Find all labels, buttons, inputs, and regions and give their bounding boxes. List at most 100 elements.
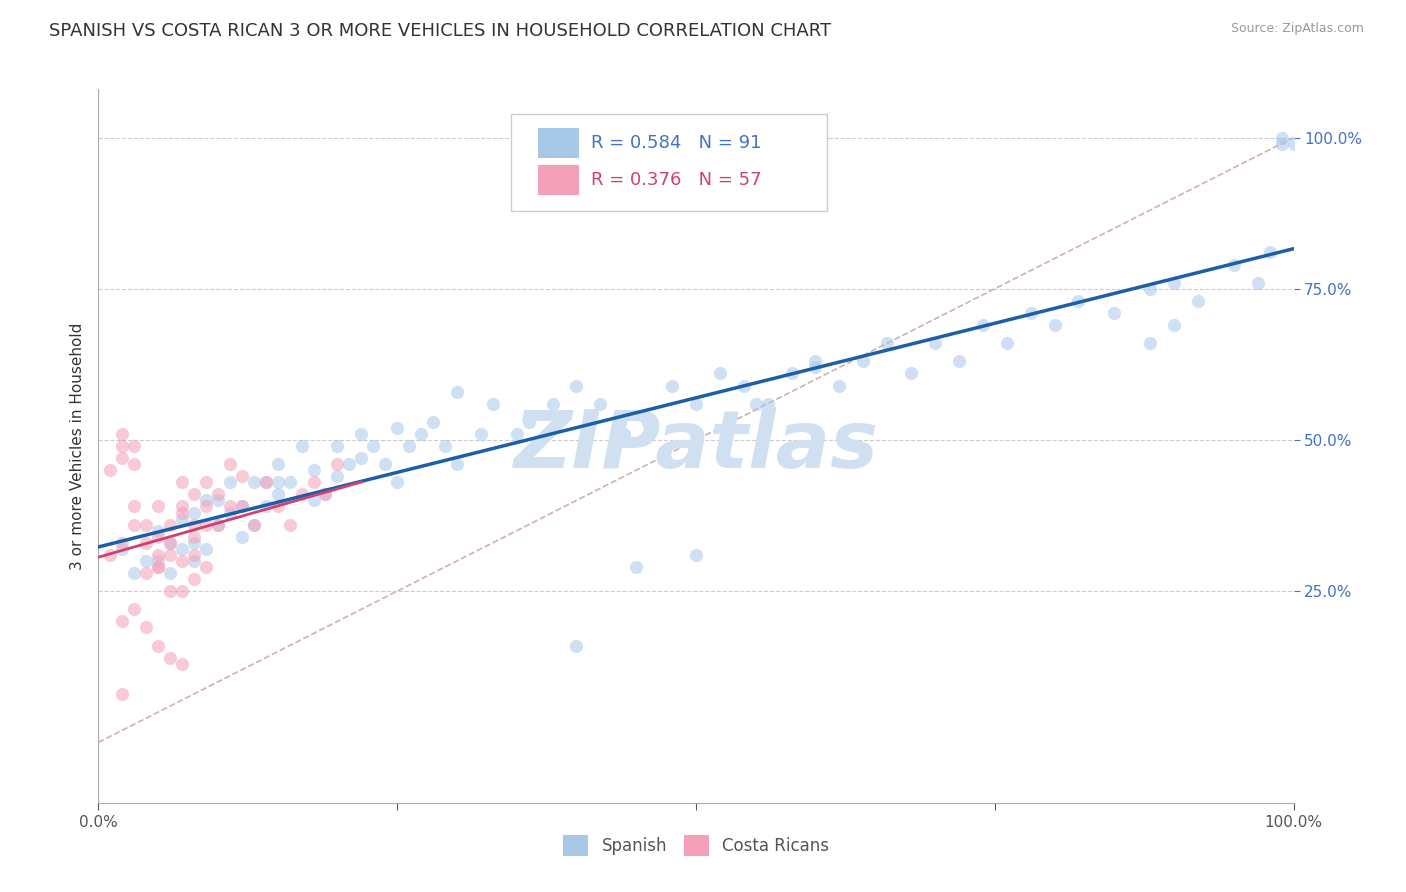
- Point: [804, 360, 827, 375]
- Point: [148, 530, 170, 544]
- Point: [481, 397, 505, 411]
- Point: [98, 463, 122, 477]
- Point: [254, 475, 277, 490]
- Point: [1104, 306, 1126, 320]
- Point: [278, 517, 301, 532]
- Point: [446, 457, 468, 471]
- Point: [207, 517, 229, 532]
- Point: [111, 439, 134, 453]
- Point: [148, 639, 170, 653]
- Point: [1271, 130, 1294, 145]
- Y-axis label: 3 or more Vehicles in Household: 3 or more Vehicles in Household: [69, 322, 84, 570]
- Point: [398, 439, 420, 453]
- Point: [1187, 293, 1209, 308]
- Point: [326, 457, 349, 471]
- FancyBboxPatch shape: [510, 114, 827, 211]
- Point: [148, 548, 170, 562]
- Point: [745, 397, 768, 411]
- Point: [339, 457, 361, 471]
- Point: [183, 517, 205, 532]
- Point: [111, 451, 134, 466]
- Point: [183, 554, 205, 568]
- Point: [135, 517, 157, 532]
- Point: [254, 500, 277, 514]
- Point: [267, 487, 290, 501]
- Point: [267, 457, 290, 471]
- Point: [159, 535, 181, 549]
- Point: [172, 554, 194, 568]
- FancyBboxPatch shape: [538, 165, 579, 194]
- Point: [565, 639, 588, 653]
- Point: [183, 530, 205, 544]
- Point: [148, 560, 170, 574]
- Point: [350, 451, 373, 466]
- Point: [709, 367, 731, 381]
- Point: [446, 384, 468, 399]
- Point: [172, 511, 194, 525]
- Point: [411, 426, 433, 441]
- Point: [124, 500, 146, 514]
- Point: [135, 535, 157, 549]
- Point: [900, 367, 922, 381]
- Point: [756, 397, 779, 411]
- Point: [302, 475, 325, 490]
- Point: [195, 541, 218, 556]
- Point: [135, 554, 157, 568]
- Text: ZIPatlas: ZIPatlas: [513, 407, 879, 485]
- Point: [159, 566, 181, 580]
- Text: Source: ZipAtlas.com: Source: ZipAtlas.com: [1230, 22, 1364, 36]
- Point: [1139, 336, 1161, 351]
- Point: [172, 541, 194, 556]
- Point: [231, 530, 253, 544]
- Point: [124, 457, 146, 471]
- Point: [374, 457, 396, 471]
- Point: [124, 566, 146, 580]
- Point: [517, 415, 540, 429]
- Point: [207, 487, 229, 501]
- Point: [159, 517, 181, 532]
- Point: [565, 378, 588, 392]
- Point: [828, 378, 851, 392]
- Point: [183, 572, 205, 586]
- Point: [267, 475, 290, 490]
- Point: [172, 506, 194, 520]
- Point: [385, 421, 409, 435]
- Point: [195, 475, 218, 490]
- Point: [148, 500, 170, 514]
- Text: SPANISH VS COSTA RICAN 3 OR MORE VEHICLES IN HOUSEHOLD CORRELATION CHART: SPANISH VS COSTA RICAN 3 OR MORE VEHICLE…: [49, 22, 831, 40]
- Point: [302, 463, 325, 477]
- Point: [172, 584, 194, 599]
- Point: [315, 487, 337, 501]
- Point: [852, 354, 875, 368]
- Point: [733, 378, 755, 392]
- Point: [195, 517, 218, 532]
- Point: [422, 415, 444, 429]
- Point: [111, 535, 134, 549]
- Point: [243, 517, 266, 532]
- Point: [626, 560, 648, 574]
- Point: [948, 354, 970, 368]
- Point: [98, 548, 122, 562]
- Point: [804, 354, 827, 368]
- Point: [326, 469, 349, 483]
- Point: [159, 650, 181, 665]
- Point: [124, 602, 146, 616]
- Point: [1258, 245, 1281, 260]
- Point: [159, 535, 181, 549]
- Point: [1139, 282, 1161, 296]
- Point: [326, 439, 349, 453]
- Point: [111, 541, 134, 556]
- Point: [1043, 318, 1066, 332]
- Point: [124, 439, 146, 453]
- Point: [385, 475, 409, 490]
- Point: [172, 657, 194, 671]
- Point: [124, 517, 146, 532]
- Point: [183, 487, 205, 501]
- Point: [195, 560, 218, 574]
- Point: [350, 426, 373, 441]
- Point: [135, 566, 157, 580]
- Point: [231, 500, 253, 514]
- Point: [207, 517, 229, 532]
- Point: [1247, 276, 1270, 290]
- Legend: Spanish, Costa Ricans: Spanish, Costa Ricans: [557, 829, 835, 863]
